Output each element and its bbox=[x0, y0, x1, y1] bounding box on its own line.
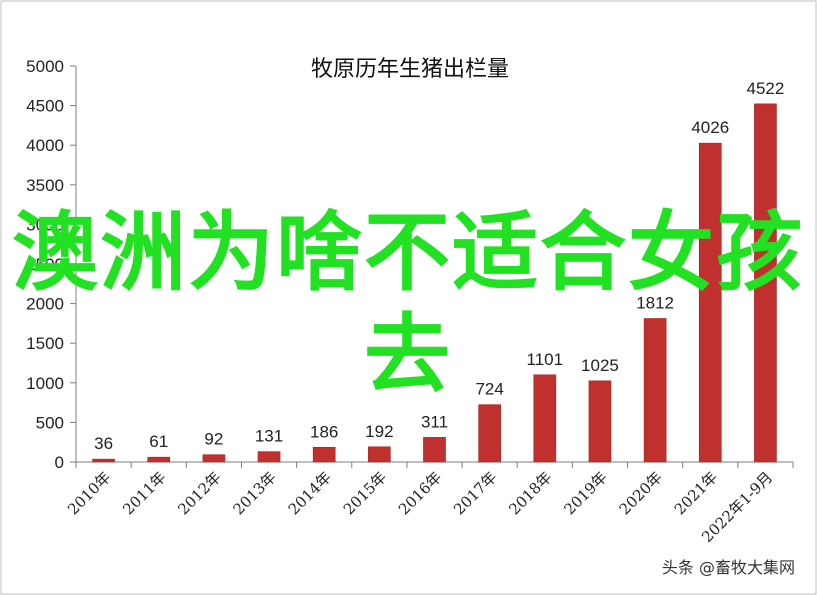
bar bbox=[147, 456, 171, 463]
bar bbox=[698, 142, 722, 463]
x-tick-label: 2013年 bbox=[230, 468, 280, 518]
watermark: 头条 @畜牧大集网 bbox=[657, 553, 799, 579]
y-tick-label: 3500 bbox=[26, 176, 64, 195]
y-tick-label: 2500 bbox=[26, 255, 64, 274]
x-tick-label: 2017年 bbox=[450, 468, 500, 518]
x-tick-label: 2019年 bbox=[560, 468, 610, 518]
bar bbox=[368, 446, 391, 463]
bar bbox=[92, 458, 115, 463]
x-tick-label: 2015年 bbox=[340, 468, 390, 518]
y-axis: 0 500 1000 1500 2000 2500 3000 3500 4000 4500 5000 bbox=[26, 57, 77, 472]
bar bbox=[478, 404, 501, 463]
data-label: 724 bbox=[475, 380, 503, 399]
bar bbox=[588, 380, 612, 463]
y-tick-label: 0 bbox=[55, 453, 64, 472]
y-tick-label: 500 bbox=[36, 413, 64, 432]
bar bbox=[312, 446, 336, 463]
data-labels: 36 61 92 131 186 192 311 724 1101 1025 1812 4026 452… bbox=[94, 79, 784, 453]
x-tick-label: 2020年 bbox=[616, 468, 666, 518]
bar bbox=[257, 451, 281, 463]
x-tick-label: 2014年 bbox=[285, 468, 335, 518]
data-label: 4026 bbox=[691, 118, 729, 137]
data-label: 131 bbox=[255, 427, 283, 446]
data-label: 311 bbox=[421, 412, 448, 431]
x-tick-label: 2010年 bbox=[64, 468, 114, 518]
y-tick-label: 1500 bbox=[26, 334, 64, 353]
x-axis: 2010年 2011年 2012年 2013年 2014年 2015年 2016年 2017年… bbox=[64, 461, 794, 546]
y-tick-label: 4000 bbox=[26, 136, 64, 155]
bar bbox=[643, 318, 667, 463]
data-label: 92 bbox=[204, 430, 223, 449]
y-tick-label: 3000 bbox=[26, 215, 64, 234]
y-tick-label: 5000 bbox=[26, 57, 64, 76]
data-label: 36 bbox=[94, 434, 113, 453]
data-label: 61 bbox=[149, 432, 168, 451]
data-label: 1025 bbox=[581, 356, 619, 375]
bar-series bbox=[92, 103, 777, 463]
x-tick-label: 2018年 bbox=[505, 468, 555, 518]
y-tick-label: 4500 bbox=[26, 97, 64, 116]
x-tick-label: 2021年 bbox=[671, 468, 721, 518]
x-tick-label: 2011年 bbox=[119, 468, 169, 518]
data-label: 186 bbox=[310, 422, 338, 441]
data-label: 4522 bbox=[747, 79, 785, 98]
y-tick-label: 2000 bbox=[26, 295, 64, 314]
data-label: 1101 bbox=[527, 350, 564, 369]
bar bbox=[202, 454, 226, 463]
y-tick-label: 1000 bbox=[26, 374, 64, 393]
data-label: 1812 bbox=[636, 293, 674, 312]
chart-title: 牧原历年生猪出栏量 bbox=[311, 57, 509, 82]
x-tick-label: 2012年 bbox=[174, 468, 224, 518]
bar bbox=[423, 437, 446, 463]
x-tick-label: 2016年 bbox=[395, 468, 445, 518]
bar bbox=[533, 374, 557, 463]
overlay-headline: 澳洲为啥不适合女孩去 bbox=[12, 203, 804, 405]
bar bbox=[754, 103, 777, 463]
data-label: 192 bbox=[365, 422, 393, 441]
